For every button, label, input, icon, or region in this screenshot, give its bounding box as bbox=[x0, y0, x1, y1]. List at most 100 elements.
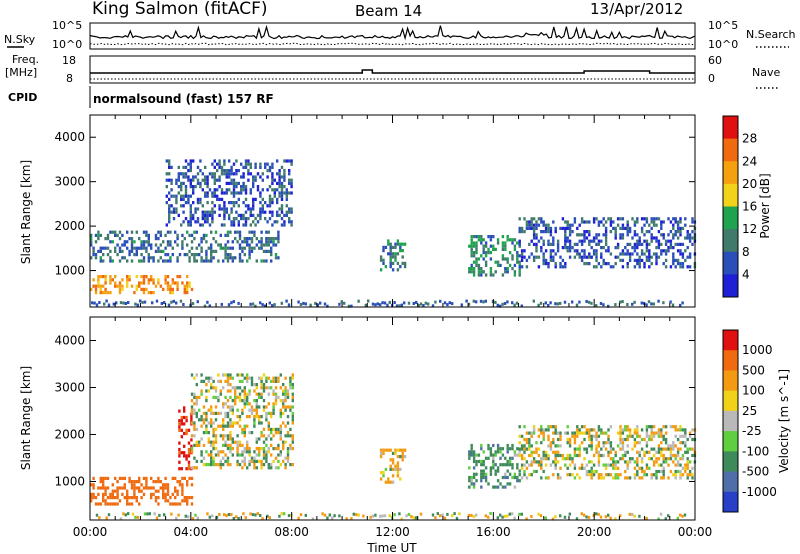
echo-cell bbox=[214, 411, 218, 415]
echo-cell bbox=[272, 379, 275, 383]
echo-cell bbox=[648, 223, 651, 227]
echo-cell bbox=[590, 434, 593, 438]
echo-cell bbox=[229, 256, 232, 260]
echo-cell bbox=[213, 178, 216, 182]
clutter-cell bbox=[225, 514, 228, 518]
echo-cell bbox=[566, 246, 569, 250]
echo-cell bbox=[104, 287, 107, 291]
echo-cell bbox=[150, 246, 153, 250]
echo-cell bbox=[94, 502, 98, 506]
echo-cell bbox=[195, 230, 198, 234]
echo-cell bbox=[174, 240, 177, 244]
noise-left-label: N.Sky bbox=[4, 33, 36, 46]
echo-cell bbox=[241, 249, 244, 253]
clutter-cell bbox=[544, 301, 547, 305]
velocity-colorbar-label: Velocity [m s^-1] bbox=[777, 369, 791, 473]
echo-cell bbox=[174, 486, 177, 490]
echo-cell bbox=[190, 450, 194, 454]
clutter-cell bbox=[614, 517, 617, 521]
echo-cell bbox=[382, 261, 385, 265]
echo-cell bbox=[190, 373, 194, 377]
echo-cell bbox=[178, 422, 181, 426]
clutter-cell bbox=[455, 516, 459, 520]
echo-cell bbox=[97, 281, 100, 285]
echo-cell bbox=[532, 460, 536, 464]
echo-cell bbox=[265, 230, 268, 234]
echo-cell bbox=[401, 249, 404, 253]
echo-cell bbox=[193, 434, 196, 438]
echo-cell bbox=[520, 252, 524, 256]
echo-cell bbox=[576, 252, 579, 256]
echo-cell bbox=[224, 249, 227, 253]
echo-cell bbox=[229, 421, 232, 425]
echo-cell bbox=[210, 459, 213, 463]
echo-cell bbox=[648, 252, 651, 256]
echo-cell bbox=[217, 373, 220, 377]
echo-cell bbox=[259, 217, 262, 221]
echo-cell bbox=[128, 253, 131, 257]
clutter-cell bbox=[549, 301, 552, 305]
echo-cell bbox=[482, 251, 485, 255]
echo-cell bbox=[267, 230, 270, 234]
clutter-cell bbox=[556, 302, 559, 306]
echo-cell bbox=[97, 249, 100, 253]
echo-cell bbox=[207, 408, 210, 412]
echo-cell bbox=[222, 246, 225, 250]
clutter-cell bbox=[163, 513, 166, 517]
echo-cell bbox=[470, 443, 473, 448]
echo-cell bbox=[556, 437, 560, 442]
echo-cell bbox=[199, 197, 202, 201]
clutter-cell bbox=[398, 512, 401, 516]
echo-cell bbox=[544, 450, 548, 454]
echo-cell bbox=[684, 428, 687, 432]
echo-cell bbox=[277, 395, 280, 399]
echo-cell bbox=[229, 389, 232, 393]
echo-cell bbox=[674, 233, 677, 237]
echo-cell bbox=[246, 392, 249, 396]
echo-cell bbox=[162, 496, 165, 500]
echo-cell bbox=[180, 197, 183, 201]
echo-cell bbox=[583, 431, 586, 435]
echo-cell bbox=[528, 242, 531, 246]
echo-cell bbox=[180, 223, 183, 227]
echo-cell bbox=[528, 226, 531, 230]
echo-cell bbox=[271, 210, 274, 214]
echo-cell bbox=[111, 240, 114, 244]
echo-cell bbox=[525, 431, 529, 435]
echo-cell bbox=[242, 188, 245, 192]
echo-cell bbox=[645, 217, 649, 221]
echo-cell bbox=[595, 434, 598, 438]
echo-cell bbox=[525, 265, 529, 269]
echo-cell bbox=[258, 421, 261, 425]
echo-cell bbox=[679, 457, 682, 461]
echo-cell bbox=[126, 489, 129, 493]
echo-cell bbox=[271, 162, 274, 166]
echo-cell bbox=[186, 496, 189, 500]
echo-cell bbox=[210, 249, 213, 253]
echo-cell bbox=[672, 255, 675, 259]
echo-cell bbox=[379, 471, 383, 475]
clutter-cell bbox=[103, 302, 106, 306]
echo-cell bbox=[145, 287, 148, 291]
echo-cell bbox=[595, 258, 598, 262]
echo-cell bbox=[523, 473, 526, 477]
echo-cell bbox=[246, 395, 249, 399]
echo-cell bbox=[535, 460, 538, 464]
echo-cell bbox=[669, 246, 673, 250]
echo-cell bbox=[90, 243, 93, 247]
echo-cell bbox=[164, 496, 167, 500]
echo-cell bbox=[180, 451, 183, 455]
echo-cell bbox=[241, 379, 244, 383]
echo-cell bbox=[592, 453, 596, 458]
echo-cell bbox=[238, 379, 242, 383]
echo-cell bbox=[166, 284, 170, 288]
echo-cell bbox=[554, 450, 557, 454]
echo-cell bbox=[195, 373, 198, 377]
clutter-cell bbox=[374, 513, 377, 517]
echo-cell bbox=[549, 444, 553, 448]
echo-cell bbox=[172, 207, 176, 211]
echo-cell bbox=[111, 489, 114, 493]
echo-cell bbox=[230, 223, 233, 227]
echo-cell bbox=[585, 428, 589, 432]
